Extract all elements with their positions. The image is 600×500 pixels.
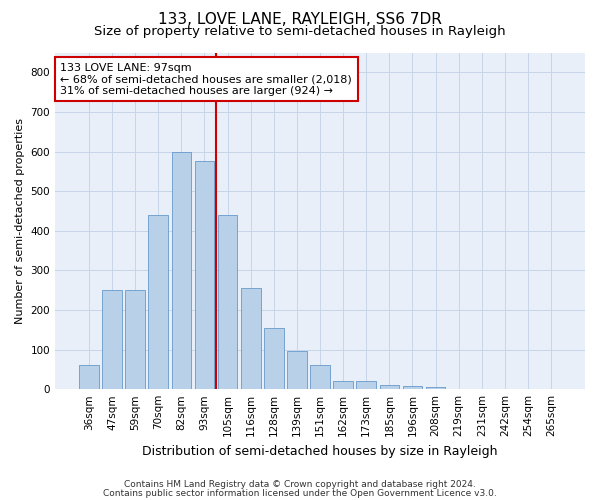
Text: Size of property relative to semi-detached houses in Rayleigh: Size of property relative to semi-detach… bbox=[94, 25, 506, 38]
Bar bbox=[79, 366, 99, 389]
Bar bbox=[241, 288, 260, 389]
Bar bbox=[148, 215, 168, 389]
Bar bbox=[172, 152, 191, 389]
Y-axis label: Number of semi-detached properties: Number of semi-detached properties bbox=[15, 118, 25, 324]
Bar bbox=[334, 382, 353, 389]
Bar bbox=[403, 386, 422, 389]
Bar bbox=[380, 385, 399, 389]
X-axis label: Distribution of semi-detached houses by size in Rayleigh: Distribution of semi-detached houses by … bbox=[142, 444, 498, 458]
Bar bbox=[194, 162, 214, 389]
Bar bbox=[356, 382, 376, 389]
Bar bbox=[426, 387, 445, 389]
Bar bbox=[218, 215, 238, 389]
Text: Contains HM Land Registry data © Crown copyright and database right 2024.: Contains HM Land Registry data © Crown c… bbox=[124, 480, 476, 489]
Bar bbox=[264, 328, 284, 389]
Text: 133 LOVE LANE: 97sqm
← 68% of semi-detached houses are smaller (2,018)
31% of se: 133 LOVE LANE: 97sqm ← 68% of semi-detac… bbox=[61, 62, 352, 96]
Bar bbox=[102, 290, 122, 389]
Bar bbox=[287, 351, 307, 389]
Text: Contains public sector information licensed under the Open Government Licence v3: Contains public sector information licen… bbox=[103, 488, 497, 498]
Bar bbox=[310, 366, 330, 389]
Text: 133, LOVE LANE, RAYLEIGH, SS6 7DR: 133, LOVE LANE, RAYLEIGH, SS6 7DR bbox=[158, 12, 442, 28]
Bar bbox=[125, 290, 145, 389]
